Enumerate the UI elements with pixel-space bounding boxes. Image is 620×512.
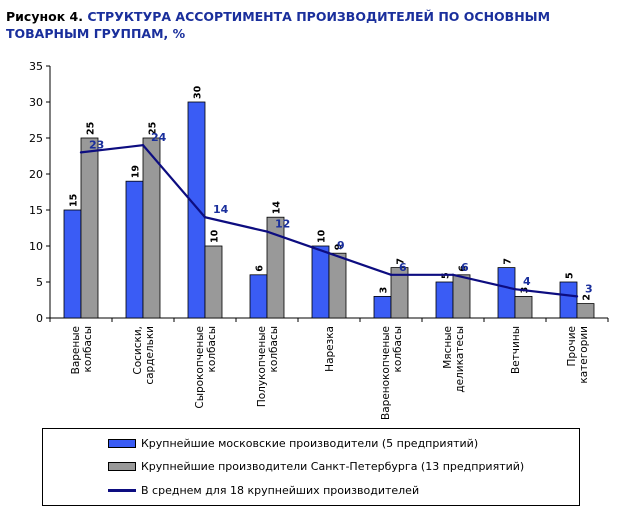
- average-point: [451, 273, 455, 276]
- category-label: колбасы: [268, 326, 280, 372]
- average-value-label: 14: [213, 203, 229, 216]
- legend-label-moscow: Крупнейшие московские производители (5 п…: [141, 436, 479, 450]
- category-label: Сырокопченые: [194, 326, 206, 409]
- average-point: [327, 252, 331, 255]
- bar-value-label: 5: [565, 272, 576, 279]
- category-label: сардельки: [144, 326, 156, 385]
- average-value-label: 6: [461, 261, 469, 274]
- legend-item-spb: Крупнейшие производители Санкт-Петербург…: [108, 458, 524, 474]
- category-label: Ветчины: [510, 326, 522, 374]
- y-tick-label: 20: [29, 168, 43, 181]
- bar-value-label: 10: [317, 229, 328, 243]
- bar-value-label: 19: [131, 165, 142, 178]
- category-label: Нарезка: [324, 326, 336, 372]
- bar-moscow: [559, 281, 578, 319]
- bar-value-label: 15: [69, 194, 80, 207]
- category-label: колбасы: [206, 326, 218, 372]
- bar-spb: [452, 274, 471, 319]
- category-label: деликатесы: [454, 326, 466, 393]
- bar-spb: [80, 137, 99, 319]
- bar-value-label: 10: [210, 229, 221, 243]
- bar-value-label: 6: [458, 265, 469, 272]
- bar-moscow: [63, 209, 82, 319]
- legend-item-moscow: Крупнейшие московские производители (5 п…: [108, 435, 478, 451]
- bar-value-label: 25: [86, 122, 97, 135]
- average-point: [79, 151, 83, 154]
- bar-value-label: 7: [396, 258, 407, 265]
- bar-value-label: 14: [272, 201, 283, 215]
- category-label: Прочие: [566, 326, 578, 366]
- bar-moscow: [187, 101, 206, 319]
- average-point: [203, 216, 207, 219]
- bar-value-label: 3: [379, 287, 390, 294]
- category-label: Мясные: [442, 326, 454, 369]
- bar-spb: [328, 252, 347, 319]
- bar-spb: [204, 245, 223, 319]
- bar-spb: [390, 267, 409, 319]
- bar-value-label: 9: [334, 244, 345, 251]
- bar-value-label: 6: [255, 265, 266, 272]
- bar-spb: [266, 216, 285, 319]
- bar-spb: [514, 295, 533, 319]
- average-value-label: 23: [89, 138, 104, 151]
- bar-value-label: 25: [148, 122, 159, 135]
- legend-swatch-moscow: [108, 438, 136, 448]
- category-label: категории: [578, 326, 590, 384]
- bar-value-label: 2: [582, 294, 593, 301]
- average-value-label: 6: [399, 261, 407, 274]
- legend-swatch-spb: [108, 461, 136, 471]
- bar-moscow: [249, 274, 268, 319]
- y-tick-label: 5: [36, 276, 43, 289]
- legend: Крупнейшие московские производители (5 п…: [42, 428, 580, 506]
- y-tick-label: 15: [29, 204, 43, 217]
- bar-value-label: 30: [193, 85, 204, 99]
- y-tick-label: 25: [29, 132, 43, 145]
- average-point: [575, 295, 579, 298]
- legend-item-average: В среднем для 18 крупнейших производител…: [108, 482, 419, 498]
- bar-moscow: [435, 281, 454, 319]
- y-tick-label: 10: [29, 240, 43, 253]
- category-label: Варенокопченые: [380, 326, 392, 420]
- category-label: Сосиски,: [132, 326, 144, 375]
- figure-title: СТРУКТУРА АССОРТИМЕНТА ПРОИЗВОДИТЕЛЕЙ ПО…: [6, 9, 551, 41]
- bar-moscow: [125, 180, 144, 319]
- average-point: [513, 288, 517, 291]
- average-value-label: 4: [523, 275, 531, 288]
- average-value-label: 12: [275, 218, 290, 231]
- average-value-label: 3: [585, 282, 593, 295]
- bar-spb: [576, 303, 595, 319]
- average-point: [265, 230, 269, 233]
- category-label: Полукопченые: [256, 326, 268, 407]
- bar-spb: [142, 137, 161, 319]
- average-value-label: 24: [151, 131, 167, 144]
- category-label: колбасы: [392, 326, 404, 372]
- figure-label: Рисунок 4.: [6, 9, 83, 24]
- category-label: колбасы: [82, 326, 94, 372]
- y-tick-label: 30: [29, 96, 43, 109]
- average-point: [141, 144, 145, 147]
- average-value-label: 9: [337, 239, 345, 252]
- y-tick-label: 0: [36, 312, 43, 325]
- legend-label-spb: Крупнейшие производители Санкт-Петербург…: [141, 459, 525, 473]
- average-point: [389, 273, 393, 276]
- category-label: Вареные: [70, 326, 82, 374]
- y-tick-label: 35: [29, 60, 43, 73]
- legend-swatch-average: [108, 488, 136, 492]
- bar-moscow: [373, 295, 392, 319]
- chart-title: Рисунок 4. СТРУКТУРА АССОРТИМЕНТА ПРОИЗВ…: [6, 8, 612, 42]
- bar-moscow: [497, 267, 516, 319]
- bar-value-label: 7: [503, 258, 514, 265]
- bar-moscow: [311, 245, 330, 319]
- legend-label-average: В среднем для 18 крупнейших производител…: [141, 483, 420, 497]
